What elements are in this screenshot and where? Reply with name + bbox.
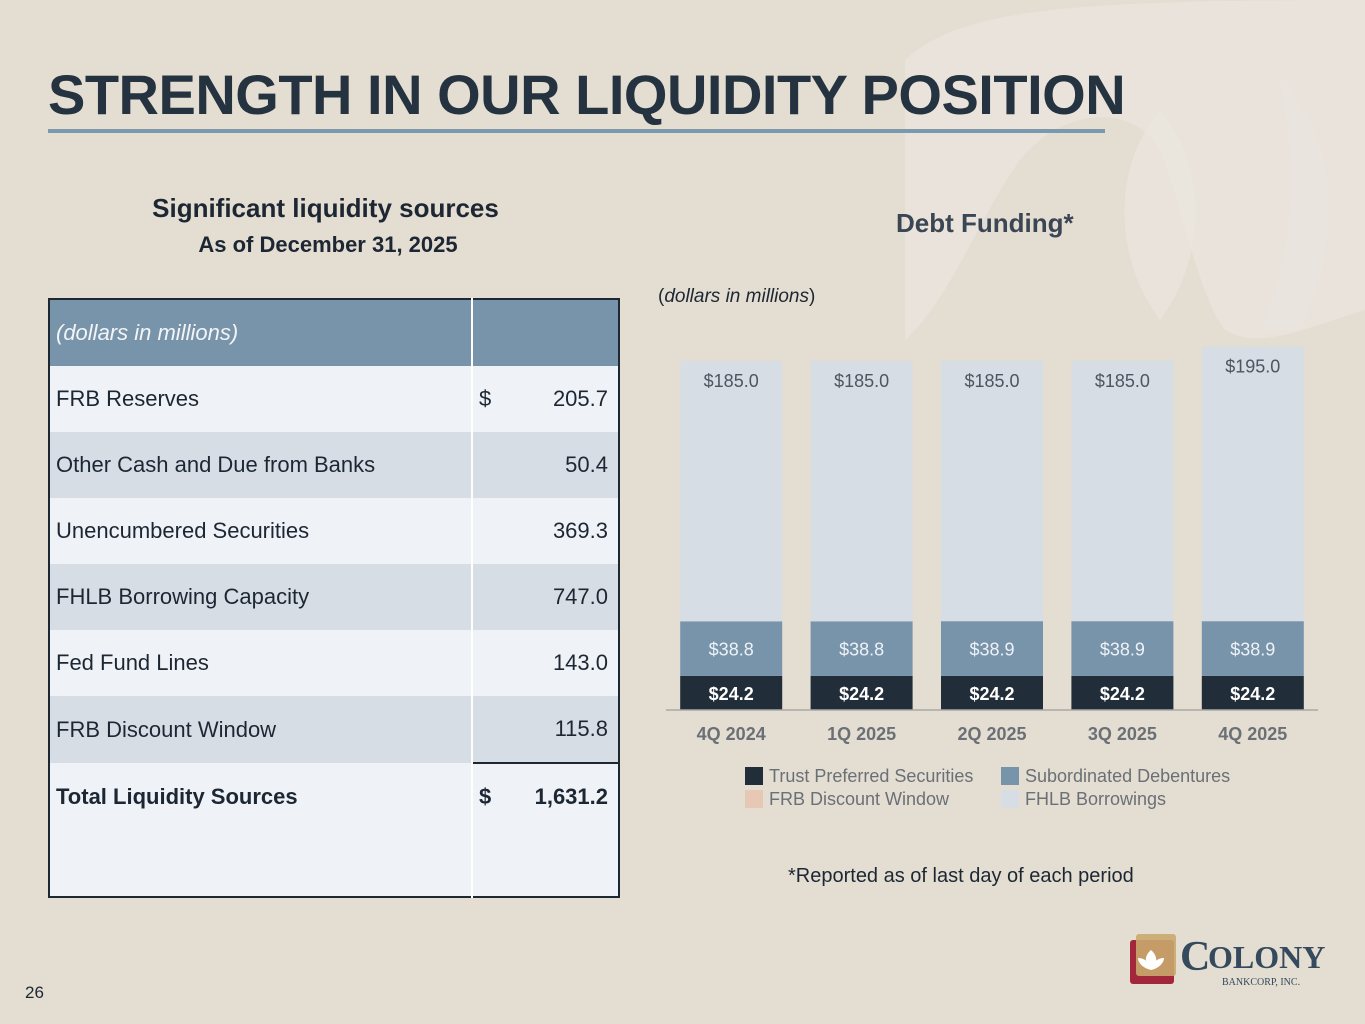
page-number: 26 <box>25 983 44 1002</box>
table-row: FRB Reserves $205.7 <box>49 366 619 432</box>
liquidity-sources-table: (dollars in millions) FRB Reserves $205.… <box>48 298 620 898</box>
total-value-cell: $1,631.2 <box>471 762 619 830</box>
table-row: Fed Fund Lines 143.0 <box>49 630 619 696</box>
bar-segment <box>1071 675 1174 710</box>
row-value-cell: 50.4 <box>471 432 619 498</box>
bar-segment <box>810 621 913 676</box>
colony-bankcorp-logo: C OLONY BANKCORP, INC. <box>1130 934 1325 988</box>
bar-segment <box>680 675 783 710</box>
debt-funding-chart: $24.2 $38.8 $185.0 4Q 2024 $24.2 $38.8 $185.0 1… <box>666 346 1318 809</box>
row-label: FHLB Borrowing Capacity <box>49 564 472 630</box>
data-label: $38.9 <box>1230 640 1275 660</box>
row-value-cell: $205.7 <box>471 366 619 432</box>
bar-segment <box>1071 360 1174 622</box>
row-label: Fed Fund Lines <box>49 630 472 696</box>
footnote: *Reported as of last day of each period <box>788 865 1134 887</box>
row-value: 50.4 <box>565 452 608 477</box>
data-label: $24.2 <box>839 684 884 704</box>
data-label: $195.0 <box>1225 357 1280 377</box>
table-row: FHLB Borrowing Capacity 747.0 <box>49 564 619 630</box>
table-row: Other Cash and Due from Banks 50.4 <box>49 432 619 498</box>
logo-name: OLONY <box>1208 939 1325 975</box>
x-tick-label: 3Q 2025 <box>1088 724 1157 744</box>
legend-label: Subordinated Debentures <box>1025 766 1230 786</box>
bar-segment <box>941 621 1043 676</box>
row-value: 205.7 <box>552 386 608 411</box>
data-label: $185.0 <box>964 371 1019 391</box>
unit-open-paren: ( <box>658 286 665 307</box>
legend-swatch <box>745 790 763 808</box>
row-label: Unencumbered Securities <box>49 498 472 564</box>
row-label: Other Cash and Due from Banks <box>49 432 472 498</box>
data-label: $185.0 <box>1095 371 1150 391</box>
bar-segment <box>680 621 783 676</box>
data-label: $24.2 <box>709 684 754 704</box>
row-value-cell: 115.8 <box>471 696 619 763</box>
table-header-row: (dollars in millions) <box>49 299 619 366</box>
data-label: $24.2 <box>969 684 1014 704</box>
title-underline <box>48 129 1105 133</box>
legend-swatch <box>1001 767 1019 785</box>
page-title: STRENGTH IN OUR LIQUIDITY POSITION <box>48 63 1126 126</box>
unit-text: dollars in millions <box>664 286 809 307</box>
currency-symbol: $ <box>479 386 492 411</box>
bar-segment <box>810 360 913 622</box>
chart-unit-label: (dollars in millions) <box>658 286 815 308</box>
logo-emblem <box>1130 934 1176 984</box>
x-tick-label: 1Q 2025 <box>827 724 896 744</box>
table-heading: Significant liquidity sources <box>152 193 499 223</box>
bar-segment <box>1201 675 1304 710</box>
bar-segment <box>1201 346 1304 622</box>
row-value: 369.3 <box>552 518 608 543</box>
data-label: $38.8 <box>709 640 754 660</box>
legend-swatch <box>1001 790 1019 808</box>
row-value: 115.8 <box>554 716 608 741</box>
row-value-cell: 143.0 <box>471 630 619 696</box>
table-row: FRB Discount Window 115.8 <box>49 696 619 763</box>
bar-segment <box>680 360 783 622</box>
x-tick-label: 4Q 2025 <box>1218 724 1287 744</box>
legend-label: Trust Preferred Securities <box>769 766 973 786</box>
data-label: $185.0 <box>834 371 889 391</box>
data-label: $38.8 <box>839 640 884 660</box>
bar-segment <box>1201 621 1304 676</box>
data-label: $38.9 <box>969 640 1014 660</box>
data-label: $24.2 <box>1230 684 1275 704</box>
total-label: Total Liquidity Sources <box>49 763 472 830</box>
logo-tagline: BANKCORP, INC. <box>1222 977 1300 988</box>
table-unit-label: (dollars in millions) <box>49 299 472 366</box>
total-value: 1,631.2 <box>534 784 608 809</box>
unit-close-paren: ) <box>809 286 816 307</box>
table-header-blank <box>471 299 619 366</box>
bar-segment <box>810 675 913 710</box>
row-value: 747.0 <box>552 584 608 609</box>
table-row: Unencumbered Securities 369.3 <box>49 498 619 564</box>
bar-segment <box>941 675 1043 710</box>
bar-segment <box>941 360 1043 622</box>
currency-symbol: $ <box>479 784 492 809</box>
row-label: FRB Discount Window <box>49 696 472 763</box>
legend-label: FHLB Borrowings <box>1025 789 1166 809</box>
data-label: $24.2 <box>1100 684 1145 704</box>
chart-title: Debt Funding* <box>896 208 1074 238</box>
row-value-cell: 369.3 <box>471 498 619 564</box>
x-tick-label: 2Q 2025 <box>957 724 1026 744</box>
row-label: FRB Reserves <box>49 366 472 432</box>
logo-initial: C <box>1180 934 1210 980</box>
legend-label: FRB Discount Window <box>769 789 950 809</box>
table-subheading: As of December 31, 2025 <box>198 232 458 257</box>
table-spacer-row <box>49 830 619 897</box>
data-label: $185.0 <box>704 371 759 391</box>
legend-swatch <box>745 767 763 785</box>
bar-segment <box>1071 621 1174 676</box>
row-value: 143.0 <box>552 650 608 675</box>
table-total-row: Total Liquidity Sources $1,631.2 <box>49 762 619 830</box>
data-label: $38.9 <box>1100 640 1145 660</box>
row-value-cell: 747.0 <box>471 564 619 630</box>
x-tick-label: 4Q 2024 <box>697 724 766 744</box>
